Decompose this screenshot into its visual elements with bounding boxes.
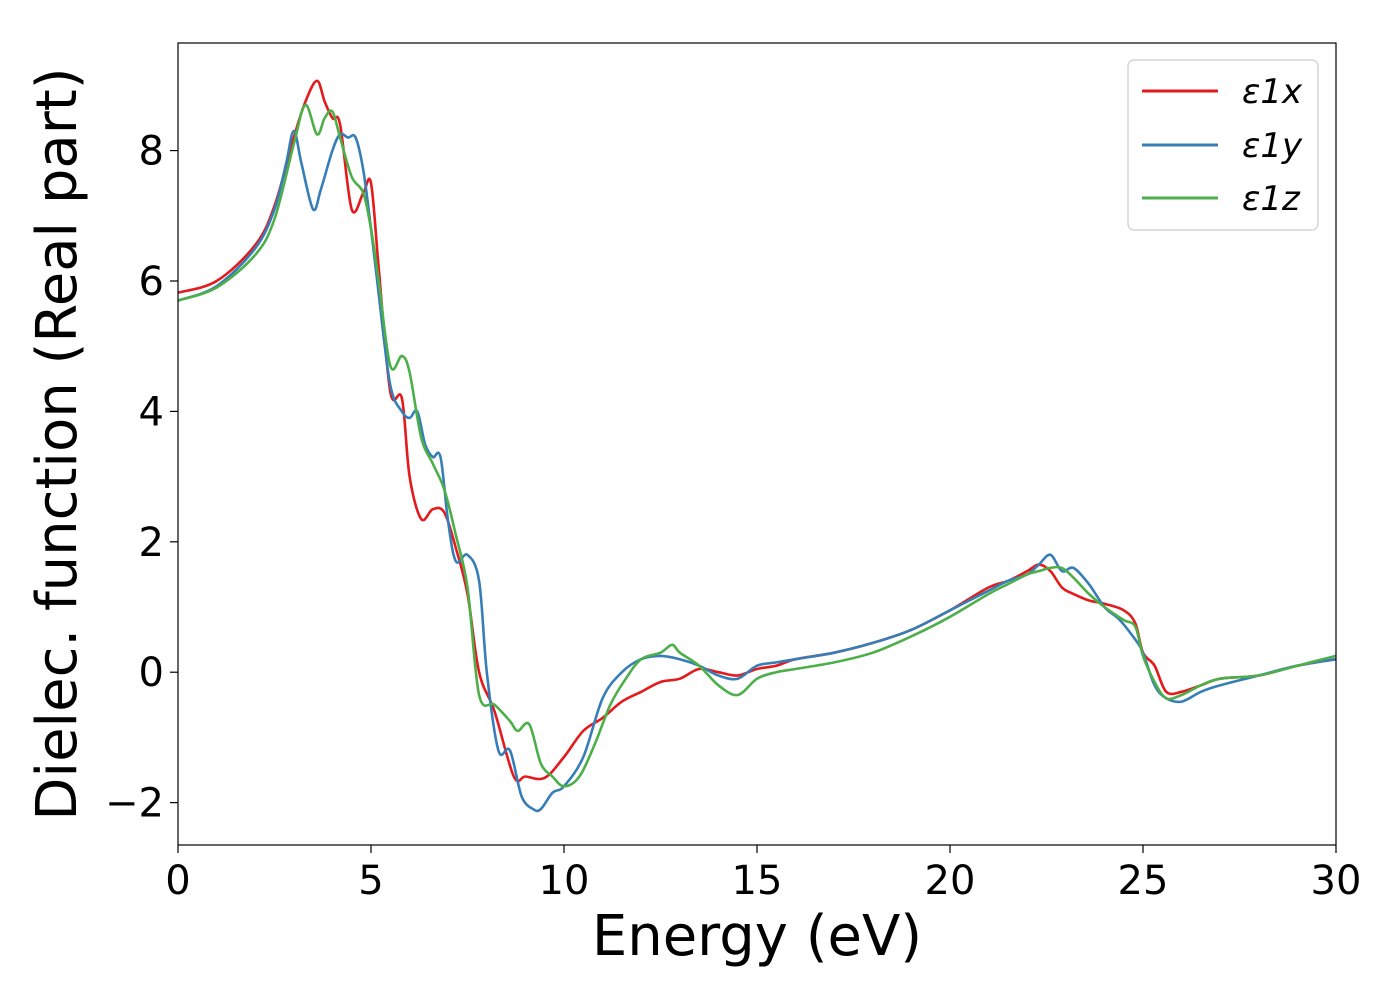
y-tick-label: 4: [139, 389, 164, 435]
x-tick-label: 30: [1311, 858, 1362, 904]
legend-label-y: ε1y: [1242, 126, 1303, 166]
x-axis-title: Energy (eV): [592, 904, 922, 969]
y-tick-label: 2: [139, 520, 164, 566]
y-tick-label: −2: [105, 781, 164, 827]
y-tick-label: 6: [139, 259, 164, 305]
x-tick-label: 20: [925, 858, 976, 904]
legend-label-x: ε1x: [1242, 72, 1303, 112]
y-tick-label: 0: [139, 650, 164, 696]
x-tick-label: 15: [732, 858, 783, 904]
legend: ε1x ε1y ε1z: [1127, 59, 1319, 231]
legend-label-z: ε1z: [1242, 179, 1301, 219]
y-axis-title: Dielec. function (Real part): [25, 67, 90, 820]
x-tick-label: 10: [539, 858, 590, 904]
series-line-e1z: [177, 103, 1337, 788]
y-tick-label: 8: [139, 129, 164, 175]
x-axis: 0 5 10 15 20 25 30: [165, 845, 1361, 904]
y-axis: −2 0 2 4 6 8: [105, 129, 178, 827]
x-tick-label: 0: [165, 858, 190, 904]
x-tick-label: 5: [358, 858, 383, 904]
x-tick-label: 25: [1118, 858, 1169, 904]
series-layer: [177, 79, 1337, 813]
legend-box: [1127, 59, 1319, 231]
series-line-e1x: [177, 79, 1337, 783]
series-line-e1y: [177, 129, 1337, 813]
